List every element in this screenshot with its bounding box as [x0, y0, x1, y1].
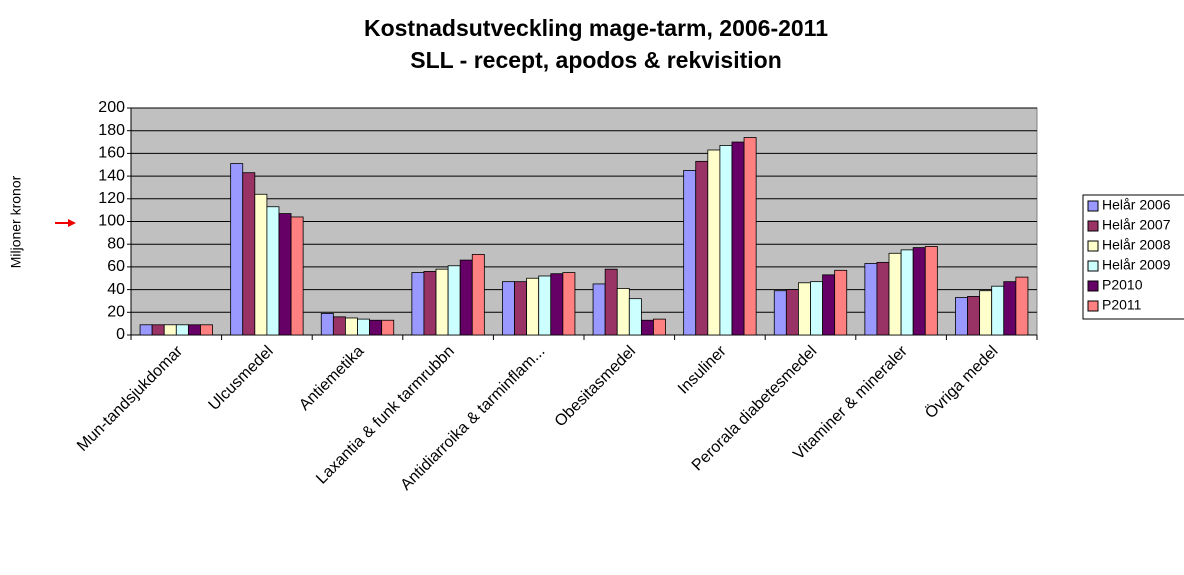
bar [423, 271, 437, 336]
legend-label: Helår 2009 [1102, 257, 1171, 273]
legend-label: Helår 2006 [1102, 197, 1171, 213]
bar [900, 249, 914, 336]
bar [924, 246, 938, 336]
y-tick-label: 20 [107, 304, 125, 321]
bar [707, 149, 721, 336]
bar [502, 281, 515, 336]
bar [773, 290, 787, 336]
bar [254, 193, 268, 336]
x-tick-label: Mun-tandsjukdomar [74, 342, 186, 454]
y-tick-label: 200 [98, 99, 125, 116]
bar [320, 313, 334, 336]
bar [695, 160, 709, 336]
bar [411, 272, 425, 336]
bar [290, 216, 304, 336]
bar [967, 296, 981, 336]
bar [459, 259, 473, 336]
legend-swatch [1087, 220, 1099, 232]
bar [230, 163, 244, 336]
bar [151, 324, 165, 336]
bar [628, 298, 642, 336]
bar [1015, 276, 1029, 336]
x-tick-label: Övriga medel [921, 342, 1001, 422]
bar [743, 137, 757, 336]
y-axis-label: Miljoner kronor [8, 175, 24, 268]
bar [538, 275, 552, 336]
legend-label: Helår 2008 [1102, 237, 1171, 253]
y-tick-label: 40 [107, 281, 125, 298]
y-tick-label: 160 [98, 145, 125, 162]
bar [381, 319, 395, 336]
legend-swatch [1087, 260, 1099, 272]
bar [435, 268, 449, 336]
y-tick-label: 120 [98, 190, 125, 207]
bar [864, 263, 878, 336]
chart-title: Kostnadsutveckling mage-tarm, 2006-2011 [364, 15, 828, 41]
x-tick-label: Insuliner [675, 342, 730, 397]
bar [200, 324, 213, 336]
legend-box [1082, 194, 1184, 320]
y-tick-label: 0 [116, 326, 125, 343]
y-tick-label: 140 [98, 167, 125, 184]
bar [979, 290, 993, 336]
bar [604, 268, 618, 336]
bar [798, 282, 811, 336]
bar [912, 247, 926, 336]
x-tick-label: Antidiarroika & tarminflam... [398, 343, 549, 494]
bar [345, 317, 358, 336]
bar [278, 213, 292, 336]
bar [683, 170, 697, 336]
legend-swatch [1087, 280, 1099, 292]
bar [357, 318, 370, 336]
bar [447, 265, 461, 336]
bar [562, 272, 576, 336]
bar [526, 277, 540, 336]
bar [471, 254, 485, 336]
bar [187, 324, 201, 336]
bar [719, 145, 733, 336]
arrow [55, 219, 76, 227]
legend-swatch [1087, 300, 1099, 312]
legend-label: Helår 2007 [1102, 217, 1171, 233]
bar [1003, 281, 1017, 336]
bar [332, 316, 346, 336]
bar [369, 319, 383, 336]
y-tick-label: 80 [107, 235, 125, 252]
bar [175, 324, 189, 336]
chart-subtitle: SLL - recept, apodos & rekvisition [410, 47, 782, 73]
legend-swatch [1087, 240, 1099, 252]
bar [514, 281, 528, 336]
x-tick-label: Ulcusmedel [206, 343, 277, 414]
bar [785, 289, 799, 336]
y-tick-label: 100 [98, 213, 125, 230]
bar [592, 283, 606, 336]
bar [616, 288, 630, 336]
x-tick-label: Antiemetika [296, 343, 367, 414]
bar [731, 141, 745, 336]
bar [822, 274, 836, 336]
bar [266, 206, 280, 336]
x-tick-label: Obesitasmedel [552, 343, 639, 430]
bar [242, 172, 256, 336]
bar [139, 324, 153, 336]
bar [653, 318, 666, 336]
y-tick-label: 60 [107, 258, 125, 275]
legend-swatch [1087, 200, 1099, 212]
y-tick-label: 180 [98, 122, 125, 139]
bar [550, 273, 564, 336]
bar [834, 269, 848, 336]
bar [163, 324, 177, 336]
bar [888, 252, 902, 336]
bar [876, 261, 890, 336]
bar [991, 285, 1005, 336]
legend-label: P2011 [1102, 297, 1142, 313]
bar [810, 281, 823, 336]
bar [640, 319, 654, 336]
legend-label: P2010 [1102, 277, 1143, 293]
bar [955, 297, 968, 336]
